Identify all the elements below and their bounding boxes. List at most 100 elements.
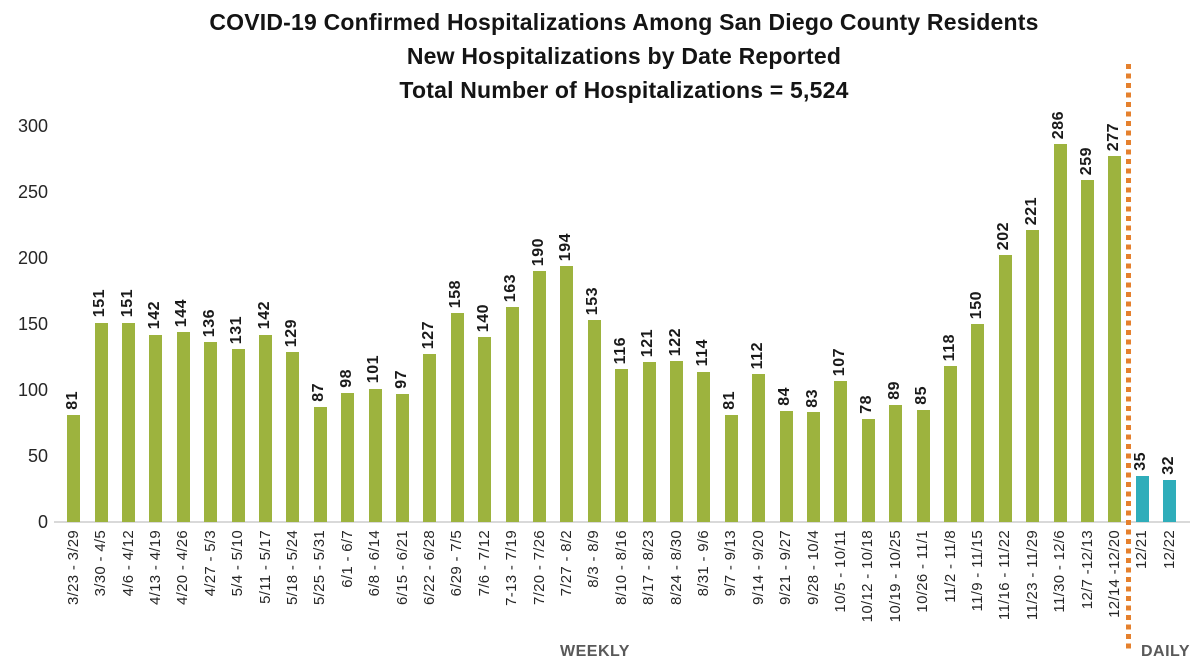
bar bbox=[889, 404, 903, 522]
bar bbox=[1108, 156, 1122, 522]
bar-value-label: 84 bbox=[776, 387, 794, 407]
bar bbox=[916, 409, 930, 522]
x-tick-label: 8/3 - 8/9 bbox=[585, 530, 603, 588]
chart-title-block: COVID-19 Confirmed Hospitalizations Amon… bbox=[0, 5, 1200, 107]
bar bbox=[615, 368, 629, 522]
x-tick-label: 4/6 - 4/12 bbox=[119, 530, 137, 597]
x-tick-label: 12/7 -12/13 bbox=[1078, 530, 1096, 610]
bar-value-label: 32 bbox=[1159, 455, 1177, 475]
x-tick-label: 5/18 - 5/24 bbox=[283, 530, 301, 606]
bar-value-label: 127 bbox=[419, 321, 437, 350]
x-tick-label: 9/14 - 9/20 bbox=[749, 530, 767, 606]
x-tick-label: 5/4 - 5/10 bbox=[229, 530, 247, 597]
x-tick-label: 10/5 - 10/11 bbox=[831, 530, 849, 613]
x-tick-label: 9/28 - 10/4 bbox=[804, 530, 822, 606]
x-tick-label: 5/11 - 5/17 bbox=[256, 530, 274, 604]
chart-title-line-2: New Hospitalizations by Date Reported bbox=[406, 43, 842, 69]
bar bbox=[533, 271, 546, 522]
bar bbox=[94, 322, 108, 522]
bar-value-label: 151 bbox=[118, 289, 136, 318]
bar-value-label: 142 bbox=[255, 301, 273, 330]
y-axis-tick-label: 250 bbox=[17, 182, 48, 202]
bar-value-label: 277 bbox=[1104, 123, 1122, 152]
bar bbox=[834, 380, 848, 522]
bar-value-label: 136 bbox=[200, 309, 218, 338]
bar bbox=[505, 306, 519, 522]
x-tick-label: 8/10 - 8/16 bbox=[612, 530, 630, 606]
x-tick-label: 11/23 - 11/29 bbox=[1023, 530, 1041, 621]
bar bbox=[779, 411, 793, 522]
x-tick-label: 7/27 - 8/2 bbox=[557, 530, 575, 597]
bar bbox=[478, 337, 492, 522]
x-tick-label: 7/20 - 7/26 bbox=[530, 530, 548, 606]
x-tick-label: 12/14 -12/20 bbox=[1105, 530, 1123, 618]
bar-value-label: 107 bbox=[830, 347, 848, 376]
bar-value-label: 153 bbox=[584, 286, 602, 316]
bar-value-label: 114 bbox=[693, 339, 711, 367]
bar-value-label: 118 bbox=[940, 333, 958, 362]
bar bbox=[67, 415, 81, 522]
x-tick-label: 3/23 - 3/29 bbox=[64, 530, 82, 606]
x-axis-group-label-daily: DAILY bbox=[1140, 643, 1190, 660]
x-axis-group-label-weekly: WEEKLY bbox=[560, 643, 630, 660]
bar-value-label: 140 bbox=[474, 304, 492, 333]
x-tick-label: 8/31 - 9/6 bbox=[694, 530, 712, 597]
bar bbox=[752, 374, 766, 522]
bar-value-label: 81 bbox=[721, 391, 739, 411]
bar bbox=[560, 265, 574, 522]
x-tick-label: 6/8 - 6/14 bbox=[366, 530, 384, 597]
bar bbox=[423, 354, 437, 522]
x-tick-label: 11/16 - 11/22 bbox=[996, 530, 1014, 621]
bar bbox=[998, 255, 1012, 522]
y-axis-tick-label: 50 bbox=[27, 446, 48, 466]
bar-value-label: 194 bbox=[556, 232, 574, 261]
bar-value-label: 150 bbox=[967, 290, 985, 319]
x-tick-label: 10/19 - 10/25 bbox=[886, 530, 904, 623]
bar bbox=[259, 334, 272, 522]
bar bbox=[341, 392, 355, 522]
x-tick-label: 6/15 - 6/21 bbox=[393, 530, 411, 606]
x-tick-label: 4/20 - 4/26 bbox=[174, 530, 192, 606]
x-tick-label: 11/9 - 11/15 bbox=[968, 530, 986, 612]
bar-value-label: 101 bbox=[365, 355, 383, 384]
bar-value-label: 116 bbox=[611, 336, 629, 364]
bar bbox=[861, 419, 875, 522]
bar-value-label: 286 bbox=[1050, 111, 1068, 140]
bar-value-label: 129 bbox=[282, 318, 300, 347]
x-tick-label: 3/30 - 4/5 bbox=[92, 530, 110, 597]
x-tick-label: 6/22 - 6/28 bbox=[420, 530, 438, 606]
y-axis-tick-label: 100 bbox=[17, 380, 48, 400]
bar bbox=[807, 412, 820, 522]
bar bbox=[313, 407, 327, 522]
bar-value-label: 98 bbox=[337, 368, 355, 388]
bar bbox=[724, 415, 738, 522]
bar-value-label: 85 bbox=[913, 386, 931, 405]
bar-value-label: 131 bbox=[228, 315, 246, 345]
bar-value-label: 83 bbox=[803, 388, 821, 408]
bar-value-label: 151 bbox=[91, 289, 109, 318]
chart-title-line-1: COVID-19 Confirmed Hospitalizations Amon… bbox=[209, 9, 1039, 35]
bar-value-label: 163 bbox=[502, 273, 520, 302]
bar bbox=[642, 362, 656, 522]
bar bbox=[231, 349, 245, 522]
bar bbox=[1053, 144, 1067, 522]
x-tick-label: 6/29 - 7/5 bbox=[448, 530, 466, 597]
x-tick-label: 4/13 - 4/19 bbox=[146, 530, 164, 606]
bar-value-label: 144 bbox=[173, 298, 191, 327]
x-tick-label: 8/17 - 8/23 bbox=[640, 530, 658, 606]
x-tick-label: 5/25 - 5/31 bbox=[311, 530, 329, 606]
weekly-daily-separator-line bbox=[1126, 64, 1132, 649]
y-axis-tick-label: 300 bbox=[17, 116, 48, 136]
y-axis-tick-label: 150 bbox=[17, 314, 48, 334]
bar-value-label: 35 bbox=[1132, 452, 1150, 471]
bar bbox=[176, 331, 190, 522]
bar-value-label: 202 bbox=[995, 222, 1013, 251]
bar-value-label: 158 bbox=[447, 280, 465, 309]
bar-value-label: 122 bbox=[666, 327, 684, 356]
bar bbox=[587, 320, 601, 522]
bar bbox=[149, 334, 163, 522]
x-tick-label: 9/21 - 9/27 bbox=[777, 530, 795, 606]
x-tick-label: 12/21 bbox=[1133, 530, 1151, 570]
